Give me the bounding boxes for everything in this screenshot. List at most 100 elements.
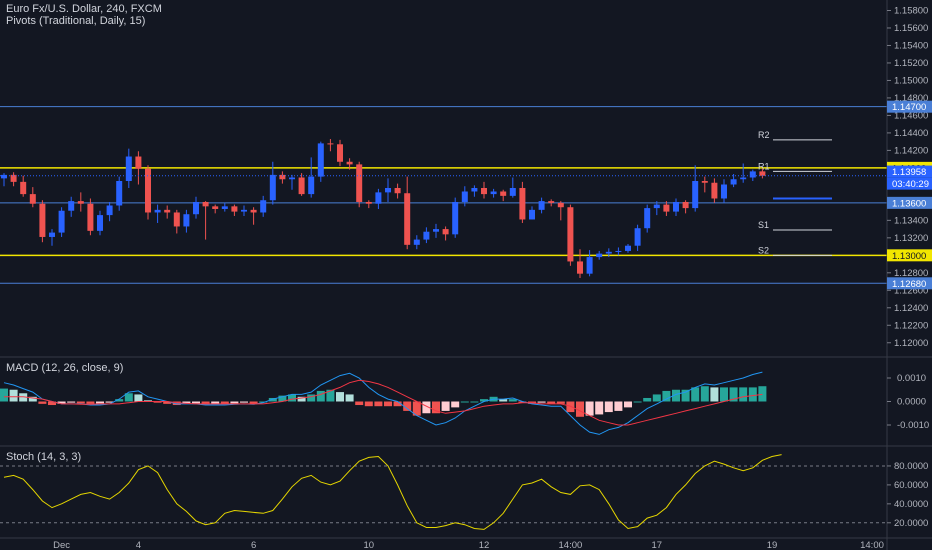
symbol-title[interactable]: Euro Fx/U.S. Dollar, 240, FXCM <box>6 3 162 15</box>
macd-bar <box>201 401 210 405</box>
pivots-indicator-label[interactable]: Pivots (Traditional, Daily, 15) <box>6 15 146 27</box>
macd-ticks: 0.0010 0.0000 -0.0010 <box>887 373 929 431</box>
macd-bar <box>211 401 220 404</box>
candle-body <box>538 201 545 210</box>
macd-bar <box>681 389 690 402</box>
macd-bar <box>470 401 479 403</box>
price-tick-label: 1.12600 <box>894 285 928 296</box>
candle-body <box>164 209 171 213</box>
price-tick-label: 1.12200 <box>894 320 928 331</box>
candle-body <box>241 209 247 212</box>
macd-bar <box>268 397 277 402</box>
macd-line <box>3 371 763 435</box>
price-tag-label: 1.13600 <box>892 198 926 209</box>
macd-bar <box>614 401 623 411</box>
macd-bar <box>662 390 671 402</box>
candle-body <box>356 164 363 202</box>
price-tag <box>887 196 932 209</box>
macd-bar <box>403 401 412 411</box>
macd-bar <box>326 389 335 402</box>
macd-indicator-label[interactable]: MACD (12, 26, close, 9) <box>6 362 124 374</box>
candle-body <box>692 180 699 209</box>
candle-body <box>385 187 391 193</box>
price-tick-label: 1.15400 <box>894 40 928 51</box>
macd-bar <box>259 401 268 403</box>
price-tick-label: 1.15200 <box>894 58 928 69</box>
price-tag <box>887 249 932 262</box>
stoch-indicator-label[interactable]: Stoch (14, 3, 3) <box>6 451 82 463</box>
macd-bar <box>720 387 728 402</box>
price-tick-label: 1.14400 <box>894 128 928 139</box>
candle-body <box>250 209 257 213</box>
macd-bar <box>460 401 469 403</box>
macd-bar <box>288 394 296 402</box>
candle-body <box>653 204 660 209</box>
macd-bar <box>240 401 248 403</box>
macd-bar <box>249 401 258 404</box>
macd-bar <box>595 401 604 415</box>
price-tick-label: 1.15600 <box>894 23 928 34</box>
macd-bar <box>19 393 28 402</box>
price-tick-label: 1.14800 <box>894 93 928 104</box>
macd-bar <box>518 401 527 403</box>
macd-bar <box>691 387 700 402</box>
macd-bar <box>652 394 661 402</box>
macd-bar <box>604 401 613 413</box>
pivot-label: S2 <box>758 245 769 255</box>
price-tick-label: 1.12000 <box>894 338 928 349</box>
macd-bar <box>633 401 642 403</box>
macd-bar <box>374 401 383 407</box>
macd-tick-label: 0.0000 <box>897 397 926 408</box>
candle-body <box>173 212 180 227</box>
price-tag <box>887 277 932 290</box>
pivot-label: R2 <box>758 130 770 140</box>
candle-body <box>452 201 459 235</box>
candle-body <box>615 250 622 252</box>
stoch-tick-label: 80.0000 <box>894 461 928 472</box>
candle-body <box>145 168 151 213</box>
macd-bar <box>672 389 680 402</box>
macd-bar <box>38 401 47 404</box>
price-tag <box>887 100 932 113</box>
macd-bar <box>739 387 748 402</box>
time-axis[interactable]: Dec 4 6 10 12 14:00 17 19 14:00 <box>0 537 932 550</box>
price-scale[interactable]: 1.15800 1.15600 1.15400 1.15200 1.15000 1.148… <box>886 0 932 550</box>
candle-body <box>1 174 7 179</box>
stoch-tick-label: 60.0000 <box>894 480 928 491</box>
time-tick-label: 14:00 <box>559 540 583 550</box>
candle-body <box>682 201 689 209</box>
candle-body <box>634 228 641 246</box>
time-tick-label: 12 <box>479 540 490 550</box>
candle-body <box>317 143 324 177</box>
macd-bar <box>537 401 546 403</box>
macd-bar <box>700 386 709 402</box>
time-tick-label: 10 <box>364 540 375 550</box>
candle-body <box>490 191 497 195</box>
macd-bar <box>153 401 162 403</box>
macd-bar <box>758 386 767 402</box>
macd-bar <box>0 388 8 402</box>
price-tag-label: 1.13000 <box>892 251 926 262</box>
pivot-levels: R2 R1 S1 S2 <box>758 130 832 256</box>
macd-bar <box>172 401 181 406</box>
macd-bar <box>547 401 556 404</box>
candle-body <box>711 182 718 199</box>
macd-bar <box>508 399 517 402</box>
price-tick-label: 1.12400 <box>894 303 928 314</box>
candle-body <box>481 187 487 195</box>
price-tag-label: 03:40:29 <box>892 179 929 190</box>
macd-bar <box>566 401 575 413</box>
macd-pane[interactable] <box>0 356 932 435</box>
price-pane[interactable]: R2 R1 S1 S2 <box>0 106 887 284</box>
candle-body <box>567 207 574 262</box>
stoch-pane[interactable] <box>0 445 932 530</box>
time-tick-label: Dec <box>53 540 70 550</box>
candle-body <box>49 232 55 237</box>
macd-bar <box>182 401 191 404</box>
candlesticks <box>1 139 766 279</box>
candle-body <box>135 156 142 169</box>
macd-tick-label: 0.0010 <box>897 373 926 384</box>
candle-body <box>625 245 631 251</box>
candle-body <box>500 191 507 196</box>
